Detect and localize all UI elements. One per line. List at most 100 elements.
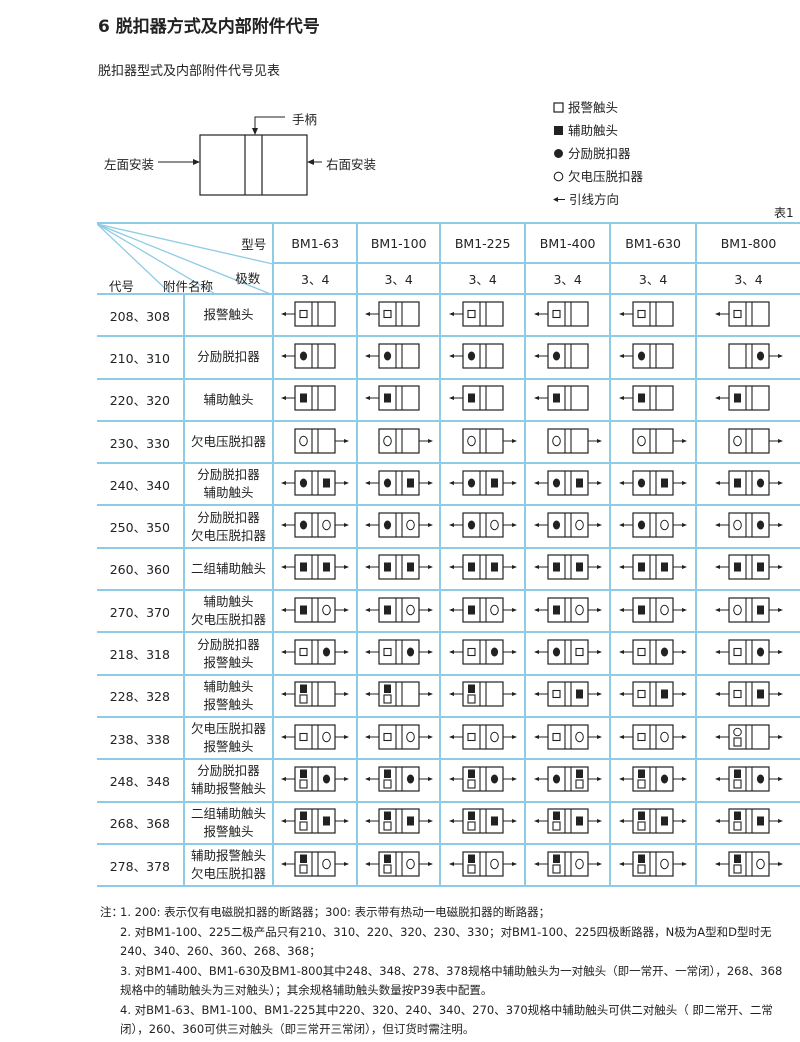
- accessory-name-cell: 辅助报警触头 欠电压脱扣器: [182, 842, 274, 888]
- undervoltage-release-icon: [574, 858, 584, 869]
- accessory-diagram: [462, 427, 517, 454]
- diagram-cell: [695, 419, 800, 464]
- alarm-contact-icon: [467, 647, 476, 657]
- lead-left-arrow-icon: [619, 734, 634, 739]
- alarm-contact-icon: [467, 779, 476, 789]
- left-mount-label: 左面安装: [104, 157, 155, 172]
- lead-left-arrow-icon: [448, 734, 463, 739]
- diagram-cell: [356, 715, 441, 760]
- shunt-release-icon: [638, 520, 646, 530]
- lead-left-arrow-icon: [448, 311, 463, 316]
- accessory-name: 二组辅助触头: [190, 805, 266, 821]
- diagram-cell: [356, 419, 441, 464]
- lead-left-arrow-icon: [714, 565, 729, 570]
- lead-right-arrow-icon: [335, 607, 350, 612]
- lead-left-arrow-icon: [281, 311, 296, 316]
- lead-right-arrow-icon: [768, 523, 783, 528]
- accessory-diagram: [364, 681, 433, 707]
- lead-right-arrow-icon: [768, 819, 783, 824]
- accessory-name: 欠电压脱扣器: [190, 434, 266, 450]
- lead-left-arrow-icon: [714, 523, 729, 528]
- alarm-contact-icon: [383, 732, 392, 741]
- lead-left-arrow-icon: [619, 861, 634, 866]
- lead-right-arrow-icon: [335, 861, 350, 866]
- lead-left-arrow-icon: [281, 776, 296, 781]
- accessory-name: 分励脱扣器: [197, 636, 260, 652]
- lead-right-arrow-icon: [335, 776, 350, 781]
- lead-left-arrow-icon: [364, 776, 379, 781]
- notes-label: 注：: [100, 905, 123, 919]
- lead-right-arrow-icon: [502, 480, 517, 485]
- alarm-icon: [552, 101, 565, 114]
- lead-left-arrow-icon: [533, 819, 548, 824]
- accessory-diagram: [364, 554, 433, 581]
- accessory-name: 分励脱扣器: [197, 467, 260, 483]
- aux-contact-icon: [575, 769, 583, 778]
- lead-right-arrow-icon: [335, 734, 350, 739]
- lead-left-arrow-icon: [281, 819, 296, 824]
- diagram-cell: [609, 377, 697, 421]
- alarm-contact-icon: [552, 309, 561, 318]
- accessory-diagram: [727, 343, 783, 369]
- diagram-cell: [272, 419, 358, 464]
- lead-right-arrow-icon: [768, 353, 783, 358]
- aux-contact-icon: [638, 605, 646, 615]
- alarm-contact-icon: [732, 863, 742, 874]
- aux-contact-icon: [661, 689, 669, 699]
- mounting-diagram: [158, 116, 322, 196]
- table-row: 230、330 欠电压脱扣器: [97, 419, 800, 464]
- alarm-contact-icon: [299, 647, 308, 657]
- lead-left-arrow-icon: [281, 692, 296, 697]
- model-header: BM1-800: [695, 222, 800, 263]
- alarm-contact-icon: [467, 821, 476, 831]
- aux-contact-icon: [406, 816, 414, 826]
- lead-right-arrow-icon: [673, 861, 688, 866]
- aux-contact-icon: [638, 562, 646, 572]
- diagram-cell: [609, 800, 697, 844]
- aux-contact-icon: [756, 605, 764, 615]
- aux-contact-icon: [490, 816, 498, 826]
- accessory-diagram: [632, 427, 688, 454]
- undervoltage-release-icon: [732, 519, 742, 531]
- lead-left-arrow-icon: [281, 565, 296, 570]
- lead-left-arrow-icon: [533, 396, 548, 401]
- aux-contact-icon: [323, 816, 331, 826]
- aux-contact-icon: [467, 811, 475, 821]
- undervoltage-release-icon: [660, 858, 669, 869]
- alarm-contact-icon: [732, 690, 742, 699]
- lead-right-arrow-icon: [587, 734, 602, 739]
- shunt-release-icon: [756, 351, 764, 361]
- shunt-release-icon: [467, 351, 475, 361]
- lead-left-arrow-icon: [533, 565, 548, 570]
- lead-right-arrow-icon: [502, 734, 517, 739]
- lead-left-arrow-icon: [533, 734, 548, 739]
- diagram-cell: [439, 715, 526, 760]
- lead-left-arrow-icon: [364, 523, 379, 528]
- undervoltage-release-icon: [489, 519, 499, 531]
- accessory-name: 二组辅助触头: [190, 560, 266, 576]
- alarm-contact-icon: [637, 309, 646, 318]
- diagram-cell: [439, 546, 526, 591]
- accessory-diagram: [448, 724, 517, 750]
- accessory-name-cell: 辅助触头: [182, 377, 274, 421]
- aux-contact-icon: [756, 816, 764, 826]
- lead-right-arrow-icon: [335, 819, 350, 824]
- shunt-release-icon: [552, 774, 560, 784]
- poles-value: 3、4: [356, 262, 441, 294]
- lead-left-arrow-icon: [619, 311, 634, 316]
- alarm-contact-icon: [637, 821, 646, 831]
- diagram-cell: [356, 631, 441, 675]
- diagram-cell: [609, 842, 697, 888]
- lead-right-arrow-icon: [502, 692, 517, 697]
- code-cell: 218、318: [97, 631, 184, 675]
- note-item: 4. 对BM1-63、BM1-100、BM1-225其中220、320、240、…: [120, 1002, 773, 1037]
- diagram-cell: [695, 377, 800, 421]
- diagram-cell: [695, 546, 800, 591]
- accessory-diagram: [378, 427, 433, 454]
- diagram-cell: [356, 335, 441, 379]
- aux-contact-icon: [323, 478, 331, 488]
- lead-left-arrow-icon: [281, 480, 296, 485]
- accessory-diagram: [533, 597, 602, 623]
- aux-contact-icon: [300, 562, 308, 572]
- shunt-release-icon: [661, 647, 669, 657]
